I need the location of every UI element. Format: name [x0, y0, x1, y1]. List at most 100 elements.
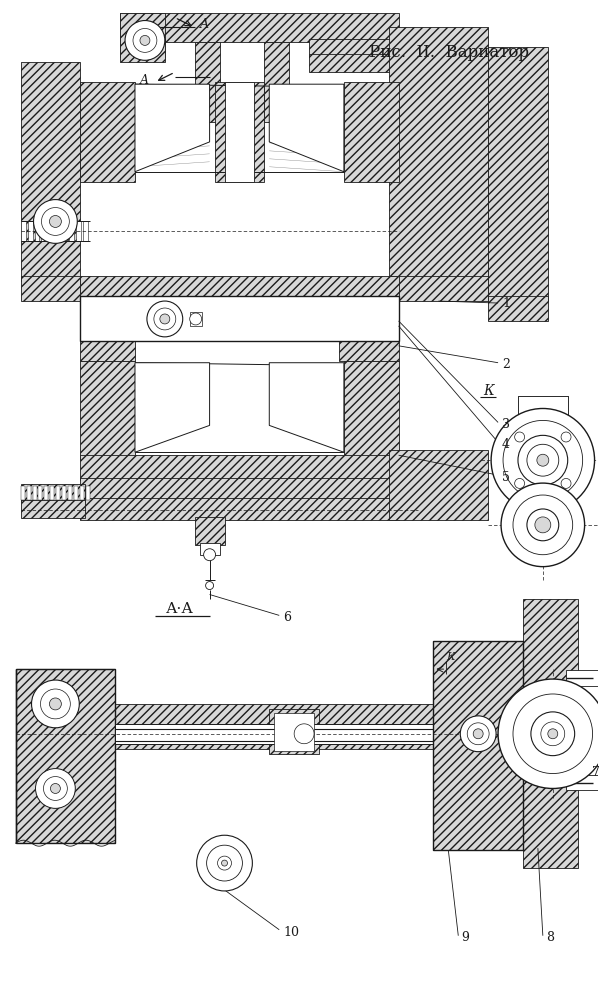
Bar — [120, 39, 165, 57]
Circle shape — [527, 509, 559, 541]
Bar — [55, 221, 61, 241]
Bar — [224, 82, 254, 182]
Text: 4: 4 — [502, 438, 510, 451]
Circle shape — [513, 694, 593, 774]
Bar — [80, 486, 84, 500]
Circle shape — [537, 454, 549, 466]
Circle shape — [218, 856, 232, 870]
Bar — [80, 455, 398, 480]
Bar — [80, 478, 398, 500]
Bar — [35, 221, 40, 241]
Circle shape — [515, 432, 524, 442]
Circle shape — [206, 845, 242, 881]
Bar — [80, 276, 398, 301]
Text: 5: 5 — [502, 471, 510, 484]
Bar — [80, 296, 398, 341]
Bar — [265, 42, 289, 122]
Circle shape — [49, 215, 61, 227]
Text: A: A — [140, 74, 149, 87]
Bar — [80, 498, 398, 520]
Circle shape — [140, 35, 150, 45]
Bar — [309, 39, 398, 57]
Bar — [194, 517, 224, 545]
Text: 9: 9 — [461, 931, 469, 944]
Circle shape — [561, 478, 571, 488]
Circle shape — [501, 483, 584, 567]
Text: A: A — [200, 18, 209, 31]
Bar — [86, 486, 90, 500]
Circle shape — [197, 835, 253, 891]
Bar — [200, 543, 220, 555]
Circle shape — [561, 432, 571, 442]
Bar — [80, 336, 135, 361]
Bar — [194, 42, 220, 122]
Circle shape — [40, 689, 70, 719]
Text: К: К — [446, 652, 455, 662]
Text: 6: 6 — [283, 611, 291, 624]
Bar — [16, 669, 115, 843]
Circle shape — [190, 313, 202, 325]
Bar — [568, 672, 600, 684]
Circle shape — [147, 301, 183, 337]
Bar — [389, 27, 488, 281]
Bar — [566, 670, 600, 686]
Bar — [215, 82, 265, 182]
Bar — [44, 486, 49, 500]
Bar — [433, 641, 523, 850]
Bar — [518, 396, 568, 420]
Bar — [16, 669, 115, 843]
Bar — [68, 486, 73, 500]
Bar — [120, 13, 398, 42]
Text: 7: 7 — [592, 766, 599, 779]
Bar — [70, 221, 74, 241]
Bar — [38, 486, 43, 500]
Circle shape — [503, 420, 583, 500]
Circle shape — [473, 729, 483, 739]
Circle shape — [513, 495, 572, 555]
Bar — [80, 82, 135, 182]
Bar — [115, 724, 433, 744]
Bar — [568, 777, 600, 788]
Circle shape — [294, 724, 314, 744]
Bar — [389, 450, 488, 520]
Bar — [32, 486, 37, 500]
Circle shape — [531, 712, 575, 756]
Text: А·А: А·А — [166, 602, 194, 616]
Bar — [20, 62, 80, 281]
Bar — [76, 221, 81, 241]
Bar — [269, 709, 319, 754]
Bar — [274, 713, 314, 751]
Bar — [80, 361, 135, 460]
Bar — [566, 775, 600, 790]
Circle shape — [548, 729, 558, 739]
Bar — [120, 13, 165, 62]
Circle shape — [221, 860, 227, 866]
Circle shape — [491, 408, 595, 512]
Bar — [115, 731, 433, 749]
Circle shape — [498, 679, 600, 788]
Text: 10: 10 — [283, 926, 299, 939]
Circle shape — [541, 722, 565, 746]
Bar — [49, 221, 53, 241]
Circle shape — [515, 478, 524, 488]
Bar — [62, 221, 67, 241]
Circle shape — [49, 698, 61, 710]
Circle shape — [535, 517, 551, 533]
Circle shape — [35, 769, 76, 808]
Polygon shape — [135, 84, 209, 172]
Circle shape — [203, 549, 215, 561]
Circle shape — [34, 200, 77, 243]
Text: 8: 8 — [546, 931, 554, 944]
Polygon shape — [269, 84, 344, 172]
Bar — [56, 486, 61, 500]
Text: К: К — [483, 384, 494, 398]
Circle shape — [527, 444, 559, 476]
Bar — [20, 484, 85, 502]
Polygon shape — [269, 363, 344, 452]
Bar — [344, 82, 398, 182]
Text: 1: 1 — [502, 297, 510, 310]
Bar — [83, 221, 88, 241]
Bar — [309, 54, 398, 72]
Bar — [62, 486, 67, 500]
Bar — [518, 396, 568, 425]
